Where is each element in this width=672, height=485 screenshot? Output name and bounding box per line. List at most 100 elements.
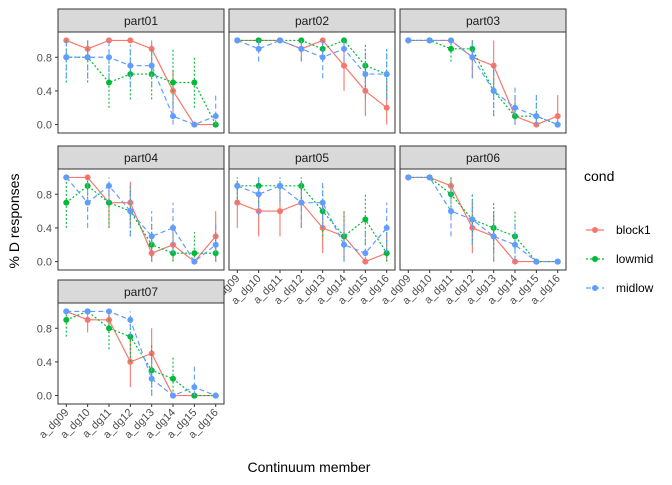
data-point [148,62,155,69]
data-point [170,113,177,120]
legend-label: midlow [616,281,654,295]
data-point [276,37,283,44]
facet-panel-part05: part05a_dg09a_dg10a_dg11a_dg12a_dg13a_dg… [208,145,396,307]
data-point [276,208,283,215]
legend-key-point [592,285,598,291]
y-tick-label: 0.0 [37,257,52,269]
data-point [234,182,241,189]
data-point [469,54,476,61]
data-point [362,71,369,78]
data-point [148,45,155,52]
facet-panel-part01: part01 0.0 0.4 0.8 [37,8,225,134]
data-point [63,54,70,61]
data-point [170,375,177,382]
data-point [276,182,283,189]
panel-frame [399,168,567,271]
y-tick-label: 0.4 [37,357,52,369]
facet-strip-label: part02 [295,14,329,28]
facet-strip-label: part01 [124,14,158,28]
series-midlow [405,174,561,265]
data-point [84,54,91,61]
facet-panel-part07: part070.00.40.8a_dg09a_dg10a_dg11a_dg12a… [37,279,225,441]
data-point [127,37,134,44]
series-midlow [63,308,219,399]
series-line [66,56,216,126]
data-point [63,199,70,206]
series-line [408,176,558,263]
data-point [191,258,198,265]
data-point [490,233,497,240]
data-point [148,350,155,357]
data-point [383,224,390,231]
series-midlow [63,40,219,128]
y-tick-label: 0.0 [37,391,52,403]
data-point [426,174,433,181]
panel-frame [228,168,396,271]
series-line [408,176,558,263]
legend-key-point [592,227,598,233]
data-point [383,71,390,78]
data-point [234,37,241,44]
data-point [554,113,561,120]
y-tick-label: 0.4 [37,86,52,98]
data-point [63,316,70,323]
data-point [447,208,454,215]
data-point [105,182,112,189]
data-point [469,45,476,52]
x-axis-title: Continuum member [248,459,371,475]
series-line [237,39,387,75]
data-point [341,45,348,52]
data-point [319,54,326,61]
legend-label: block1 [616,223,651,237]
facet-strip-label: part04 [124,151,158,165]
facet-panels: part01 0.0 0.4 0.8 part02 part03 part04 0.0 0.4 0… [37,8,567,441]
data-point [105,79,112,86]
series-line [66,310,216,397]
series-line [408,39,558,126]
data-point [212,392,219,399]
series-line [408,39,558,126]
data-point [319,45,326,52]
legend-title: cond [584,168,614,184]
data-point [148,375,155,382]
series-midlow [405,37,561,128]
series-line [237,185,388,254]
data-point [405,37,412,44]
data-point [84,308,91,315]
data-point [84,316,91,323]
series-line [66,39,216,126]
y-tick-label: 0.8 [37,323,52,335]
data-point [512,104,519,111]
facet-strip-label: part07 [124,285,158,299]
series-midlow [234,177,390,262]
y-tick-label: 0.4 [37,223,52,235]
data-point [512,241,519,248]
y-tick-label: 0.8 [37,52,52,64]
data-point [127,208,134,215]
data-point [127,62,134,69]
facet-panel-part04: part04 0.0 0.4 0.8 [37,145,225,271]
data-point [298,199,305,206]
data-point [255,191,262,198]
data-point [212,241,219,248]
data-point [341,241,348,248]
data-point [170,392,177,399]
data-point [170,250,177,257]
data-point [105,325,112,332]
data-point [191,121,198,128]
series-midlow [63,174,219,265]
data-point [191,384,198,391]
data-point [383,104,390,111]
series-line [408,176,558,263]
data-point [255,45,262,52]
series-line [66,56,217,125]
data-point [63,37,70,44]
y-tick-label: 0.8 [37,189,52,201]
data-point [105,308,112,315]
series-line [237,185,388,254]
series-midlow [234,37,390,100]
data-point [447,37,454,44]
data-point [533,258,540,265]
facet-strip-label: part06 [466,151,500,165]
legend-key-point [592,256,598,262]
